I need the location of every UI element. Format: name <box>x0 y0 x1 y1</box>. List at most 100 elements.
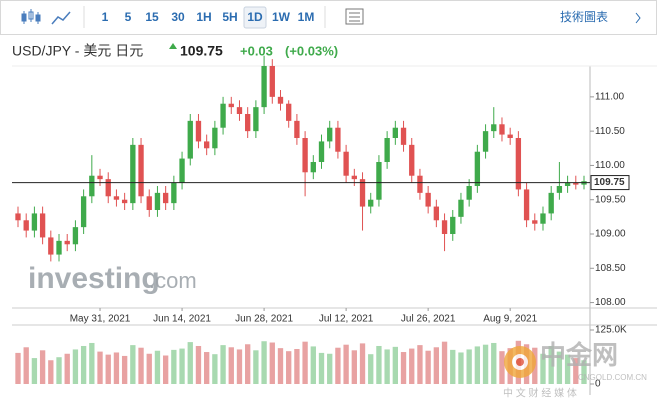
volume-bar <box>548 345 554 384</box>
current-price-box <box>590 175 630 191</box>
candle-body <box>523 189 530 221</box>
volume-tick-label: 0 <box>595 379 601 390</box>
volume-bar <box>154 350 161 384</box>
volume-bar <box>499 351 505 384</box>
candle-body <box>72 227 79 245</box>
watermark-domain: .com <box>149 268 197 293</box>
candle-body <box>245 114 251 132</box>
volume-bar <box>335 347 341 384</box>
volume-bar <box>138 347 144 384</box>
candle-body <box>458 199 464 217</box>
current-price-label: 109.75 <box>594 177 625 188</box>
volume-bar <box>310 346 316 384</box>
volume-bar <box>146 353 152 384</box>
volume-bar <box>376 345 382 384</box>
interval-button[interactable]: 1 <box>102 10 109 24</box>
x-tick-label: Jul 12, 2021 <box>319 314 374 325</box>
volume-bar <box>220 345 226 384</box>
interval-button[interactable]: 5 <box>125 10 132 24</box>
volume-bar <box>286 351 292 384</box>
candle-body <box>417 175 423 193</box>
volume-bar <box>556 351 563 384</box>
candle-body <box>80 196 87 228</box>
volume-bar <box>327 353 333 384</box>
candle-body <box>277 96 284 104</box>
candle-body <box>269 66 275 97</box>
volume-bar <box>64 353 70 384</box>
candle-body <box>384 138 390 162</box>
candle-body <box>48 237 54 255</box>
volume-bar <box>162 355 169 384</box>
volume-bar <box>228 347 234 384</box>
candle-body <box>89 175 95 197</box>
volume-bar <box>351 350 357 384</box>
volume-bar <box>392 346 398 384</box>
y-tick-label: 108.00 <box>595 297 626 308</box>
cngold-logo: 中金网 CNGOLD.COM.CN 中 文 财 经 媒 体 <box>503 340 647 400</box>
candle-body <box>507 134 513 138</box>
candle-body <box>31 213 38 231</box>
candle-body <box>220 103 226 128</box>
volume-bar <box>400 352 407 384</box>
candle-body <box>343 151 349 176</box>
candle-body <box>212 127 218 149</box>
candle-body <box>564 182 571 186</box>
volume-bar <box>72 349 79 384</box>
candle-body <box>450 216 456 234</box>
candle-body <box>171 182 177 204</box>
candle-body <box>359 179 366 207</box>
logo-url: CNGOLD.COM.CN <box>578 373 647 382</box>
interval-button[interactable]: 1W <box>272 10 291 24</box>
interval-button[interactable]: 15 <box>145 10 159 24</box>
candle-body <box>491 124 497 132</box>
volume-bar <box>15 352 21 384</box>
volume-bar <box>89 342 95 384</box>
candle-body <box>162 192 169 204</box>
candle-body <box>335 127 341 152</box>
candle-body <box>146 196 152 210</box>
volume-bar <box>212 354 218 384</box>
volume-bar <box>425 350 431 384</box>
interval-button[interactable]: 1H <box>196 10 211 24</box>
candle-icon[interactable] <box>21 9 41 24</box>
interval-button[interactable]: 1D <box>247 10 263 24</box>
candle-body <box>286 103 292 121</box>
change: +0.03 <box>240 43 273 58</box>
candle-body <box>327 127 333 142</box>
x-tick-label: May 31, 2021 <box>70 314 131 325</box>
volume-bar <box>417 345 423 384</box>
candle-body <box>294 120 300 138</box>
selected-interval <box>243 6 267 29</box>
watermark-brand: investing <box>28 262 160 295</box>
volume-bar <box>245 344 251 384</box>
interval-button[interactable]: 1M <box>298 10 315 24</box>
volume-tick-label: 125.0K <box>595 325 627 336</box>
interval-button[interactable]: 5H <box>222 10 237 24</box>
volume-bar <box>581 360 587 384</box>
volume-bar <box>294 349 300 384</box>
chart-link[interactable]: 技術圖表 <box>560 10 608 24</box>
candle-body <box>236 107 243 114</box>
candle-body <box>400 127 407 145</box>
x-tick-label: Jul 26, 2021 <box>401 314 456 325</box>
candle-body <box>376 162 382 200</box>
candle-body <box>466 186 472 200</box>
candle-body <box>154 192 161 210</box>
volume-bar <box>236 349 243 384</box>
x-tick-label: Jun 14, 2021 <box>153 314 211 325</box>
volume-bar <box>187 342 193 384</box>
toolbar <box>0 0 657 35</box>
volume-bar <box>482 344 489 384</box>
interval-button[interactable]: 30 <box>171 10 185 24</box>
volume-bar <box>409 348 415 384</box>
candle-body <box>318 141 325 162</box>
candle-body <box>368 199 374 207</box>
candle-body <box>138 144 144 197</box>
volume-bar <box>450 349 456 384</box>
candle-body <box>105 179 111 197</box>
volume-bar <box>491 342 497 384</box>
candle-body <box>15 213 21 221</box>
settings-icon[interactable] <box>345 8 364 25</box>
candle-body <box>261 66 267 108</box>
line-icon[interactable] <box>51 11 71 25</box>
